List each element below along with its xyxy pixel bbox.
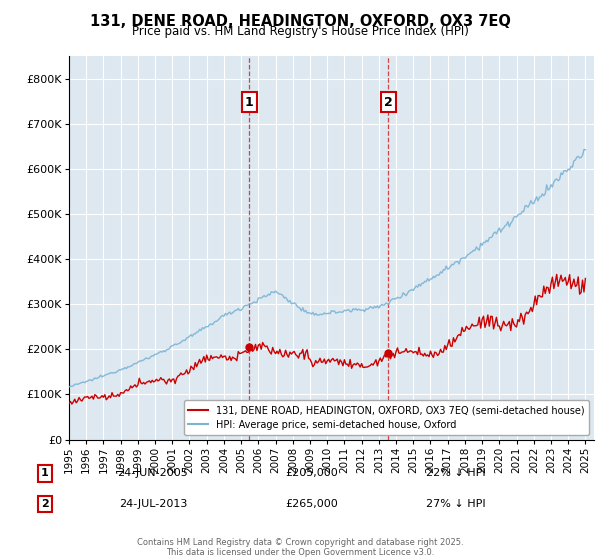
- Text: 27% ↓ HPI: 27% ↓ HPI: [426, 499, 486, 509]
- Text: £205,000: £205,000: [286, 468, 338, 478]
- Text: Price paid vs. HM Land Registry's House Price Index (HPI): Price paid vs. HM Land Registry's House …: [131, 25, 469, 38]
- Text: 1: 1: [41, 468, 49, 478]
- Text: 24-JUN-2005: 24-JUN-2005: [118, 468, 188, 478]
- Text: £265,000: £265,000: [286, 499, 338, 509]
- Text: 131, DENE ROAD, HEADINGTON, OXFORD, OX3 7EQ: 131, DENE ROAD, HEADINGTON, OXFORD, OX3 …: [89, 14, 511, 29]
- Text: 22% ↓ HPI: 22% ↓ HPI: [426, 468, 486, 478]
- Text: Contains HM Land Registry data © Crown copyright and database right 2025.
This d: Contains HM Land Registry data © Crown c…: [137, 538, 463, 557]
- Text: 2: 2: [41, 499, 49, 509]
- Text: 2: 2: [384, 96, 393, 109]
- Text: 24-JUL-2013: 24-JUL-2013: [119, 499, 187, 509]
- Legend: 131, DENE ROAD, HEADINGTON, OXFORD, OX3 7EQ (semi-detached house), HPI: Average : 131, DENE ROAD, HEADINGTON, OXFORD, OX3 …: [184, 400, 589, 435]
- Text: 1: 1: [245, 96, 254, 109]
